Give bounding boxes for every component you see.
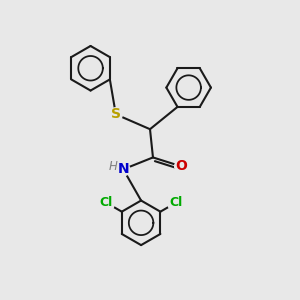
Text: O: O [175,159,187,173]
Text: H: H [108,160,117,173]
Text: Cl: Cl [169,196,182,209]
Circle shape [109,108,122,121]
Text: S: S [111,107,121,121]
Circle shape [117,163,130,176]
Circle shape [167,194,184,211]
Circle shape [175,160,188,173]
Text: N: N [117,162,129,176]
Text: Cl: Cl [100,196,113,209]
Circle shape [98,194,115,211]
